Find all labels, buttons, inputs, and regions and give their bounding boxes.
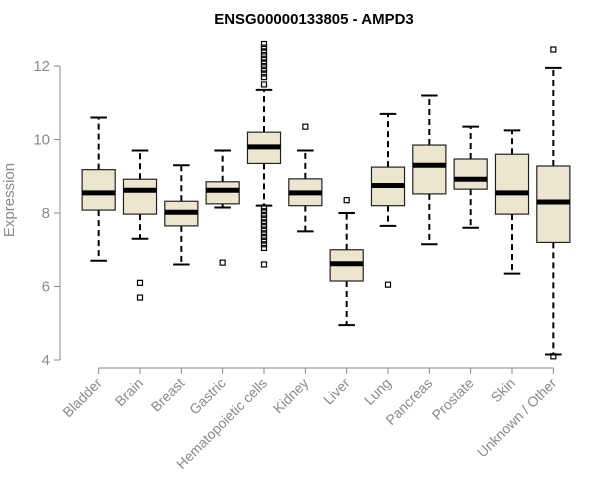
outlier-point	[260, 226, 268, 233]
outlier-point	[136, 294, 144, 301]
x-tick-label: Breast	[148, 375, 188, 415]
box-bladder	[81, 116, 116, 262]
outlier-point	[384, 281, 392, 288]
outlier-point	[260, 261, 268, 268]
outlier-point	[219, 259, 226, 266]
outlier-point	[260, 81, 268, 88]
box-prostate	[453, 125, 488, 229]
outlier-point	[550, 353, 557, 360]
box-lung	[370, 112, 406, 288]
outlier-point	[260, 230, 268, 237]
outlier-point	[302, 123, 309, 130]
outlier-point	[260, 237, 268, 244]
x-tick-label: Liver	[320, 375, 353, 408]
x-tick-label: Bladder	[59, 375, 105, 421]
box-iqr	[205, 181, 240, 205]
y-tick-label: 12	[33, 58, 50, 75]
box-iqr	[453, 158, 488, 190]
y-tick-label: 6	[42, 279, 50, 296]
outlier-point	[260, 215, 268, 222]
box-iqr	[494, 153, 530, 215]
boxes-group	[81, 40, 571, 360]
box-breast	[164, 164, 199, 266]
outlier-point	[260, 211, 268, 218]
y-tick-label: 10	[33, 132, 50, 149]
x-tick-label: Brain	[112, 375, 146, 409]
y-tick-label: 8	[42, 205, 50, 222]
outlier-point	[260, 40, 268, 48]
box-hematopoietic-cells	[246, 40, 282, 268]
outlier-point	[260, 233, 268, 241]
box-gastric	[205, 149, 240, 266]
outlier-point	[260, 204, 268, 211]
outlier-point	[260, 208, 268, 215]
y-tick-label: 4	[42, 352, 50, 369]
box-iqr	[122, 178, 158, 215]
outlier-point	[260, 241, 268, 248]
outlier-point	[260, 73, 268, 81]
x-tick-label: Lung	[361, 375, 394, 408]
outlier-point	[260, 70, 268, 77]
outlier-point	[260, 55, 268, 62]
box-unknown-other	[536, 46, 571, 360]
outlier-point	[260, 51, 268, 59]
box-iqr	[412, 144, 447, 195]
outlier-point	[260, 222, 268, 229]
y-axis-label: Expression	[1, 163, 18, 237]
chart-title: ENSG00000133805 - AMPD3	[214, 11, 414, 28]
box-brain	[122, 149, 158, 301]
outlier-point	[136, 279, 144, 286]
x-tick-label: Kidney	[270, 375, 312, 417]
outlier-point	[260, 219, 268, 226]
outlier-point	[260, 62, 268, 70]
box-skin	[494, 129, 530, 275]
outlier-point	[260, 59, 268, 66]
box-kidney	[288, 123, 323, 233]
outlier-point	[260, 44, 268, 51]
outlier-point	[343, 197, 350, 204]
outlier-point	[260, 66, 268, 73]
outlier-point	[550, 46, 557, 53]
outlier-point	[260, 48, 268, 55]
box-iqr	[81, 169, 116, 211]
axes: 4 6 8 10 12	[33, 58, 554, 369]
x-tick-label: Prostate	[429, 375, 477, 423]
outlier-point	[260, 244, 268, 252]
box-pancreas	[412, 94, 447, 246]
box-liver	[329, 197, 364, 327]
x-tick-label: Skin	[488, 375, 519, 406]
